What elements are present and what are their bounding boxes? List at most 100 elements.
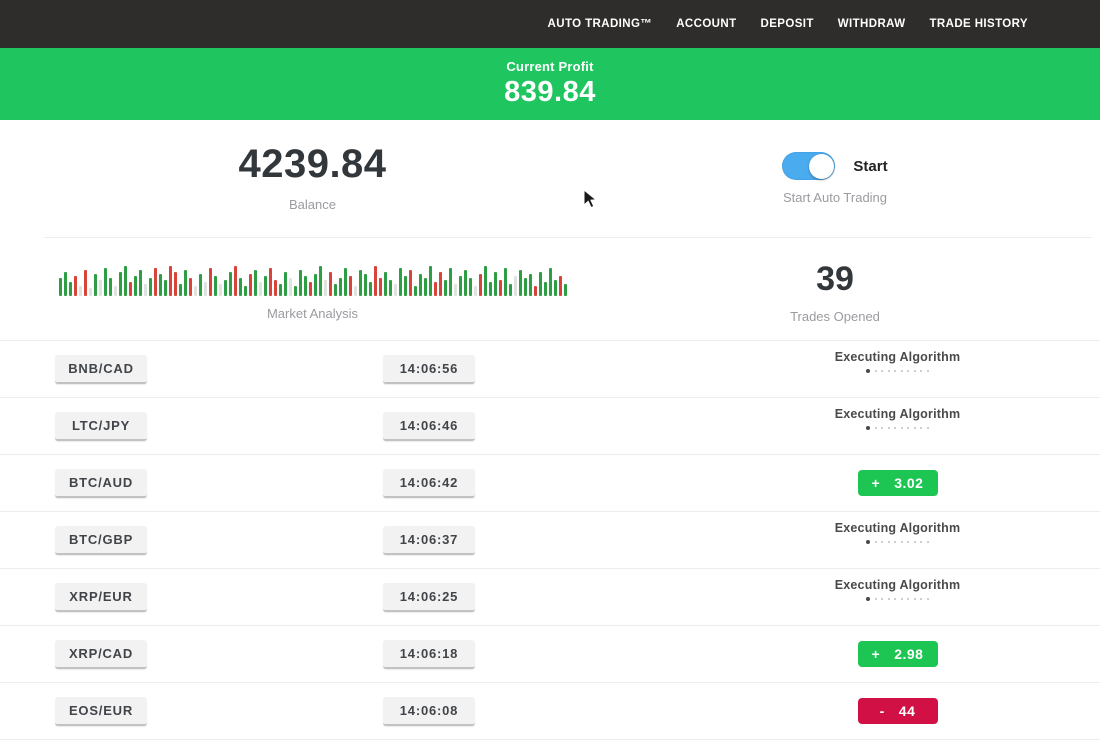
market-bar — [68, 282, 72, 296]
market-bar — [488, 282, 492, 296]
market-bar — [223, 280, 227, 296]
market-bar — [203, 282, 207, 296]
market-bar — [493, 272, 497, 296]
progress-dot — [881, 598, 884, 600]
market-bar — [238, 278, 242, 296]
progress-dot — [887, 427, 890, 429]
market-bar — [298, 270, 302, 296]
market-bar — [508, 284, 512, 296]
progress-dot — [887, 370, 890, 372]
market-bar — [113, 286, 117, 296]
badge-value: 2.98 — [894, 646, 924, 662]
pair-pill[interactable]: XRP/CAD — [55, 640, 147, 669]
time-pill: 14:06:46 — [383, 412, 475, 441]
nav-item-withdraw[interactable]: WITHDRAW — [837, 18, 906, 30]
pair-pill[interactable]: BNB/CAD — [55, 355, 147, 384]
progress-dot — [874, 541, 877, 543]
table-row: BTC/GBP 14:06:37 Executing Algorithm — [0, 512, 1100, 569]
time-pill: 14:06:42 — [383, 469, 475, 498]
progress-dots — [790, 369, 1005, 373]
market-bar — [338, 278, 342, 296]
market-bar — [453, 284, 457, 296]
trade-status: Executing Algorithm — [790, 341, 1005, 373]
balance-label: Balance — [289, 197, 336, 212]
market-bar — [318, 266, 322, 296]
profit-banner: Current Profit 839.84 — [0, 48, 1100, 120]
top-nav: AUTO TRADING™ ACCOUNT DEPOSIT WITHDRAW TRADE… — [0, 0, 1100, 48]
market-bar — [198, 274, 202, 296]
market-bar — [438, 272, 442, 296]
market-section: Market Analysis 39 Trades Opened — [0, 238, 1100, 340]
progress-dot — [907, 427, 910, 429]
market-analysis-chart — [45, 258, 580, 296]
trade-status: Executing Algorithm — [790, 569, 1005, 601]
nav-item-account[interactable]: ACCOUNT — [676, 18, 737, 30]
progress-dot — [900, 541, 903, 543]
market-bar — [153, 268, 157, 296]
nav-item-auto-trading[interactable]: AUTO TRADING™ — [547, 18, 653, 30]
market-bar — [168, 266, 172, 296]
pair-pill[interactable]: LTC/JPY — [55, 412, 147, 441]
market-bar — [118, 272, 122, 296]
market-bar — [103, 268, 107, 296]
badge-sign: + — [871, 475, 881, 491]
market-bar — [123, 266, 127, 296]
market-bar — [288, 278, 292, 296]
market-bar — [343, 268, 347, 296]
market-bar — [163, 280, 167, 296]
pair-pill[interactable]: BTC/AUD — [55, 469, 147, 498]
market-bar — [543, 282, 547, 296]
market-bar — [413, 286, 417, 296]
progress-dot — [881, 541, 884, 543]
market-bar — [558, 276, 562, 296]
progress-dot — [887, 541, 890, 543]
progress-dots — [790, 540, 1005, 544]
progress-dot — [926, 427, 929, 429]
nav-item-trade-history[interactable]: TRADE HISTORY — [929, 18, 1028, 30]
trade-status: +3.02 — [790, 455, 1005, 496]
progress-dots — [790, 597, 1005, 601]
toggle-caption: Start Auto Trading — [782, 190, 888, 205]
executing-label: Executing Algorithm — [834, 407, 961, 421]
progress-dot — [926, 598, 929, 600]
market-bar — [283, 272, 287, 296]
market-bar — [363, 274, 367, 296]
market-bar — [373, 266, 377, 296]
pair-pill[interactable]: EOS/EUR — [55, 697, 147, 726]
pair-pill[interactable]: XRP/EUR — [55, 583, 147, 612]
pair-pill[interactable]: BTC/GBP — [55, 526, 147, 555]
trades-list: BNB/CAD 14:06:56 Executing Algorithm LTC… — [0, 340, 1100, 740]
market-bar — [193, 286, 197, 296]
executing-label: Executing Algorithm — [834, 578, 961, 592]
market-bar — [498, 280, 502, 296]
trade-status: +2.98 — [790, 626, 1005, 667]
market-bar — [408, 270, 412, 296]
market-bar — [88, 288, 92, 296]
market-bar — [128, 282, 132, 296]
progress-dot — [920, 427, 923, 429]
market-analysis-label: Market Analysis — [266, 306, 359, 321]
market-bar — [248, 274, 252, 296]
market-bar — [398, 268, 402, 296]
progress-dot — [881, 370, 884, 372]
badge-value: 3.02 — [894, 475, 924, 491]
market-bar — [323, 280, 327, 296]
market-bar — [503, 268, 507, 296]
nav-item-deposit[interactable]: DEPOSIT — [760, 18, 814, 30]
market-bar — [243, 286, 247, 296]
market-bar — [433, 282, 437, 296]
progress-dot — [913, 370, 916, 372]
auto-trading-toggle[interactable] — [782, 152, 836, 180]
market-bar — [108, 278, 112, 296]
market-bar — [523, 278, 527, 296]
toggle-knob — [808, 153, 834, 179]
market-bar — [258, 282, 262, 296]
market-bar — [403, 276, 407, 296]
progress-dot — [913, 541, 916, 543]
market-bar — [263, 276, 267, 296]
market-bar — [513, 276, 517, 296]
market-bar — [233, 266, 237, 296]
progress-dot — [866, 540, 871, 544]
progress-dot — [866, 369, 871, 373]
progress-dot — [907, 598, 910, 600]
